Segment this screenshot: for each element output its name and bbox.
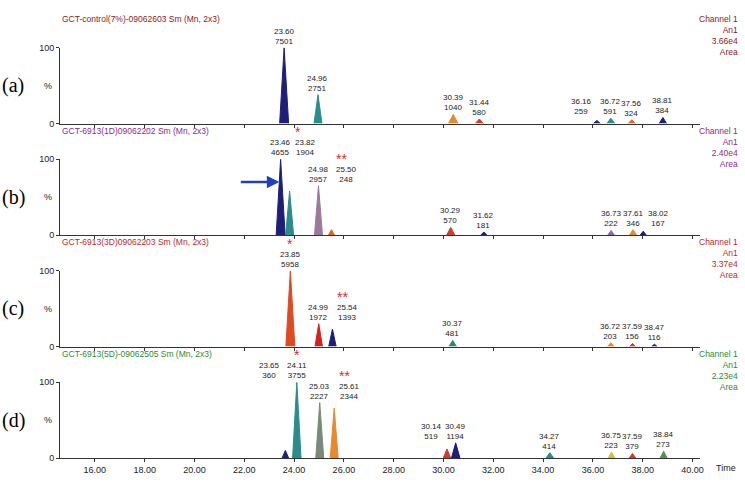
svg-text:23.821904: 23.821904 [295,138,316,157]
svg-text:24.962751: 24.962751 [307,74,328,93]
svg-text:30.14519: 30.14519 [421,422,442,441]
svg-text:30.491194: 30.491194 [445,422,466,441]
svg-text:26.00: 26.00 [333,465,356,475]
svg-text:31.44580: 31.44580 [469,98,490,117]
svg-text:30.37481: 30.37481 [442,319,463,338]
svg-text:100: 100 [39,377,54,387]
svg-text:100: 100 [39,43,54,53]
svg-text:36.72591: 36.72591 [600,97,621,116]
svg-text:**: ** [336,151,347,167]
svg-text:25.50248: 25.50248 [336,165,357,184]
svg-text:0: 0 [49,342,54,352]
svg-text:37.61346: 37.61346 [623,209,644,228]
svg-text:38.84273: 38.84273 [653,430,674,449]
svg-text:%: % [44,192,52,202]
svg-text:30.29570: 30.29570 [440,206,461,225]
svg-text:%: % [44,81,52,91]
svg-text:Channel 1An13.66e4Area: Channel 1An13.66e4Area [699,14,738,57]
svg-text:*: * [295,124,301,140]
svg-text:23.65360: 23.65360 [259,361,280,380]
svg-text:30.391040: 30.391040 [443,93,464,112]
svg-text:Channel 1An12.40e4Area: Channel 1An12.40e4Area [699,126,738,169]
svg-text:23.464655: 23.464655 [270,138,291,157]
svg-text:40.00: 40.00 [681,465,704,475]
svg-text:24.982957: 24.982957 [308,165,329,184]
svg-text:24.113755: 24.113755 [287,361,307,380]
svg-text:GCT-6913(5D)-09062505 Sm (Mn,: GCT-6913(5D)-09062505 Sm (Mn, 2x3) [62,349,212,359]
svg-text:24.991972: 24.991972 [308,303,329,322]
svg-text:28.00: 28.00 [382,465,405,475]
svg-text:32.00: 32.00 [482,465,505,475]
svg-text:38.00: 38.00 [631,465,654,475]
svg-text:23.607501: 23.607501 [274,27,295,46]
svg-text:24.00: 24.00 [283,465,306,475]
svg-text:(a): (a) [2,74,24,97]
svg-text:37.56324: 37.56324 [621,99,642,118]
svg-text:Channel 1An13.37e4Area: Channel 1An13.37e4Area [699,237,738,280]
svg-text:34.27414: 34.27414 [539,432,560,451]
svg-text:%: % [44,415,52,425]
svg-text:100: 100 [39,266,54,276]
svg-text:36.16259: 36.16259 [571,97,592,116]
svg-text:Time: Time [716,463,736,473]
svg-text:36.73222: 36.73222 [601,209,622,228]
svg-text:31.62181: 31.62181 [473,211,494,230]
svg-text:GCT-6913(1D)09062202 Sm (Mn, 2: GCT-6913(1D)09062202 Sm (Mn, 2x3) [62,126,209,136]
svg-text:36.72203: 36.72203 [600,322,621,341]
svg-text:(d): (d) [2,409,25,432]
svg-text:GCT-control(7%)-09062603 Sm (M: GCT-control(7%)-09062603 Sm (Mn, 2x3) [62,14,220,24]
svg-text:20.00: 20.00 [183,465,206,475]
svg-text:25.541393: 25.541393 [337,303,358,322]
svg-text:**: ** [337,289,348,305]
svg-text:36.75223: 36.75223 [601,431,622,450]
svg-text:22.00: 22.00 [233,465,256,475]
svg-text:100: 100 [39,154,54,164]
svg-text:18.00: 18.00 [133,465,156,475]
svg-text:37.59379: 37.59379 [622,432,643,451]
svg-text:(b): (b) [2,186,25,209]
svg-text:37.59156: 37.59156 [622,322,643,341]
svg-text:**: ** [339,368,350,384]
svg-text:25.612344: 25.612344 [339,382,360,401]
svg-text:0: 0 [49,230,54,240]
svg-text:%: % [44,304,52,314]
svg-text:Channel 1An12.23e4Area: Channel 1An12.23e4Area [699,349,738,392]
svg-text:23.855958: 23.855958 [280,250,301,269]
svg-text:(c): (c) [2,297,24,320]
svg-text:25.032227: 25.032227 [309,382,330,401]
svg-text:38.02167: 38.02167 [648,209,669,228]
svg-text:30.00: 30.00 [432,465,455,475]
svg-text:38.81384: 38.81384 [652,96,673,115]
svg-text:38.47116: 38.47116 [644,323,665,342]
svg-text:GCT-6913(3D)09062203 Sm (Mn, 2: GCT-6913(3D)09062203 Sm (Mn, 2x3) [62,237,209,247]
svg-text:34.00: 34.00 [532,465,555,475]
svg-text:0: 0 [49,453,54,463]
svg-text:0: 0 [49,119,54,129]
svg-text:*: * [287,236,293,252]
svg-text:36.00: 36.00 [582,465,605,475]
svg-text:16.00: 16.00 [84,465,107,475]
svg-text:*: * [294,347,300,363]
